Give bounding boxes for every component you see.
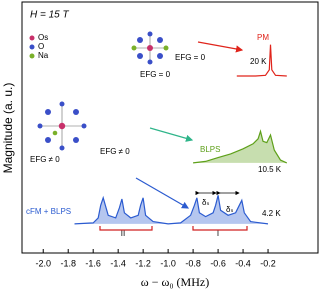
annotation: EFG = 0 <box>140 70 171 79</box>
y-axis-label: Magnitude (a. u.) <box>1 83 15 174</box>
x-tick-label: -1.6 <box>85 258 101 268</box>
x-tick-label: -0.2 <box>260 258 276 268</box>
annotation: 4.2 K <box>262 209 281 218</box>
series-label: cFM + BLPS <box>26 207 71 216</box>
x-tick-label: -0.6 <box>210 258 226 268</box>
annotation: EFG ≠ 0 <box>30 155 60 164</box>
legend-marker <box>29 53 35 59</box>
series-label: BLPS <box>200 145 220 154</box>
annotation: I <box>217 229 219 238</box>
annotation: δₛ <box>226 205 233 214</box>
annotation: EFG = 0 <box>175 53 206 62</box>
series-area <box>193 131 287 163</box>
x-tick-label: -1.0 <box>160 258 176 268</box>
x-tick-label: -1.4 <box>110 258 126 268</box>
series-line <box>74 195 269 225</box>
series-label: PM <box>257 33 269 42</box>
legend-label: Os <box>38 33 48 42</box>
legend-label: Na <box>38 51 49 60</box>
annotation: EFG ≠ 0 <box>100 147 130 156</box>
x-tick-label: -1.2 <box>135 258 151 268</box>
crystal-top <box>131 31 169 65</box>
legend-marker <box>29 35 35 41</box>
plot-frame <box>21 1 319 254</box>
arrows <box>99 41 248 231</box>
x-tick-label: -1.8 <box>60 258 76 268</box>
crystal-left <box>37 101 87 151</box>
series-line <box>236 44 287 77</box>
legend-label: O <box>38 42 44 51</box>
series-area <box>74 195 269 224</box>
x-tick-label: -0.4 <box>235 258 251 268</box>
annotation: δₛ <box>202 198 209 207</box>
annotation: 20 K <box>250 57 267 66</box>
x-axis-label: ω − ω₀ (MHz) <box>141 275 209 289</box>
series-line <box>193 129 288 164</box>
x-tick-label: -0.8 <box>185 258 201 268</box>
annotation: H = 15 T <box>30 10 70 21</box>
annotation: 10.5 K <box>258 165 282 174</box>
annotation: II <box>121 229 125 238</box>
legend-marker <box>29 44 35 50</box>
x-tick-label: -2.0 <box>35 258 51 268</box>
